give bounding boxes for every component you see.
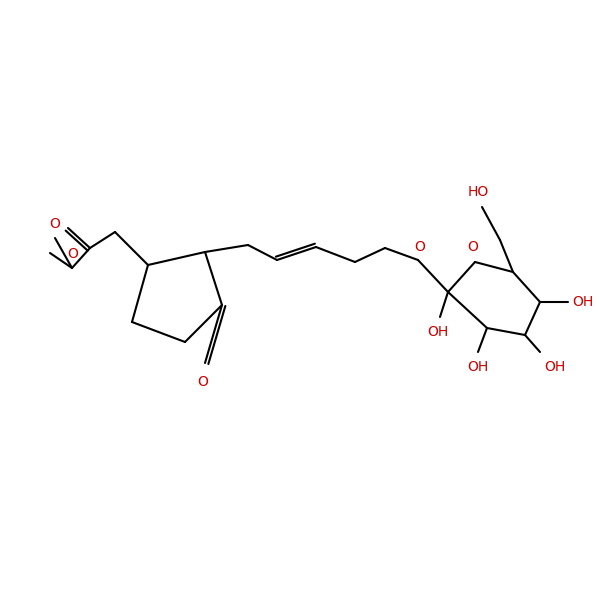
Text: OH: OH xyxy=(572,295,593,309)
Text: HO: HO xyxy=(467,185,488,199)
Text: O: O xyxy=(197,375,208,389)
Text: O: O xyxy=(467,240,478,254)
Text: O: O xyxy=(68,247,79,261)
Text: OH: OH xyxy=(544,360,565,374)
Text: O: O xyxy=(415,240,425,254)
Text: OH: OH xyxy=(427,325,449,339)
Text: O: O xyxy=(49,217,60,231)
Text: OH: OH xyxy=(467,360,488,374)
